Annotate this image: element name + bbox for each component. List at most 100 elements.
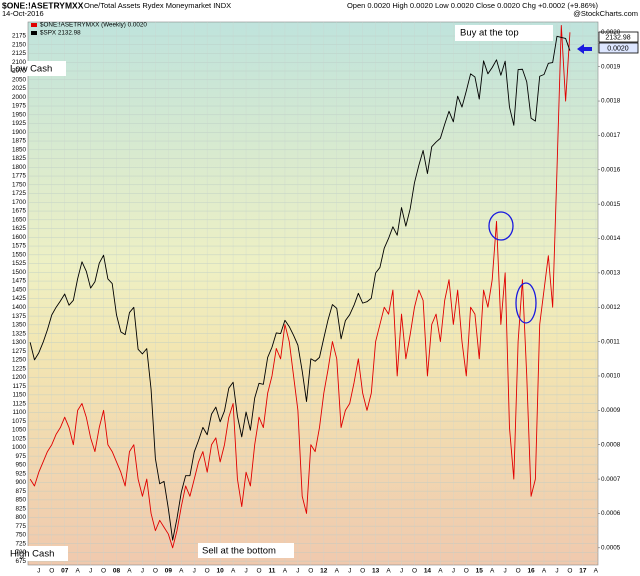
y-tick-label: 2125 bbox=[12, 50, 27, 57]
y-tick-label: 1175 bbox=[12, 383, 26, 390]
y-tick-label: 1875 bbox=[12, 138, 27, 145]
x-tick-label: A bbox=[283, 568, 288, 575]
legend-swatch bbox=[31, 23, 37, 27]
x-tick-label: A bbox=[231, 568, 236, 575]
y-tick-label: 2025 bbox=[12, 85, 27, 92]
symbol: $ONE:!ASETRYMXX bbox=[2, 0, 84, 10]
y-tick-label: 1425 bbox=[12, 295, 27, 302]
x-tick-label: 16 bbox=[527, 568, 535, 575]
y-tick-label: 1300 bbox=[12, 339, 27, 346]
y-tick-label: 900 bbox=[15, 479, 26, 486]
spx-last: 2132.98 bbox=[605, 34, 630, 41]
y2-tick-label: 0.0008 bbox=[601, 441, 621, 448]
y-tick-label: 1525 bbox=[12, 260, 27, 267]
y-tick-label: 1100 bbox=[12, 409, 26, 416]
y-tick-label: 1200 bbox=[12, 374, 27, 381]
x-tick-label: J bbox=[400, 568, 403, 575]
x-tick-label: A bbox=[179, 568, 184, 575]
y-tick-label: 1675 bbox=[12, 208, 27, 215]
y-tick-label: 1750 bbox=[12, 181, 27, 188]
y-tick-label: 1150 bbox=[12, 392, 26, 399]
y-tick-label: 1450 bbox=[12, 286, 27, 293]
y-tick-label: 1800 bbox=[12, 164, 27, 171]
y-tick-label: 1375 bbox=[12, 313, 27, 320]
source: @StockCharts.com bbox=[573, 9, 638, 18]
y-tick-label: 1925 bbox=[12, 120, 27, 127]
x-tick-label: O bbox=[360, 568, 365, 575]
y-tick-label: 2175 bbox=[12, 33, 27, 40]
y-tick-label: 1400 bbox=[12, 304, 27, 311]
y-tick-label: 1225 bbox=[12, 365, 27, 372]
y-tick-label: 1325 bbox=[12, 330, 27, 337]
x-tick-label: 15 bbox=[476, 568, 484, 575]
y-tick-label: 1900 bbox=[12, 129, 27, 136]
y-tick-label: 2150 bbox=[12, 41, 27, 48]
x-tick-label: O bbox=[308, 568, 313, 575]
y-tick-label: 975 bbox=[15, 453, 26, 460]
spx-badge bbox=[598, 31, 639, 43]
ratio-badge bbox=[598, 42, 639, 54]
x-tick-label: O bbox=[256, 568, 261, 575]
y-tick-label: 1600 bbox=[12, 234, 27, 241]
highlight-circle bbox=[515, 282, 537, 324]
y-tick-label: 2000 bbox=[12, 94, 27, 101]
y-tick-label: 850 bbox=[15, 497, 26, 504]
x-tick-label: A bbox=[490, 568, 495, 575]
y2-tick-label: 0.0016 bbox=[601, 166, 621, 173]
x-tick-label: O bbox=[516, 568, 521, 575]
y2-tick-label: 0.0020 bbox=[601, 29, 621, 36]
series-line bbox=[29, 35, 571, 541]
y-tick-label: 1825 bbox=[12, 155, 27, 162]
x-tick-label: O bbox=[412, 568, 417, 575]
y-tick-label: 1550 bbox=[12, 251, 27, 258]
annotation: High Cash bbox=[10, 549, 54, 560]
x-tick-label: A bbox=[594, 568, 599, 575]
legend-swatch bbox=[31, 31, 37, 35]
annotation-box bbox=[198, 543, 294, 558]
x-tick-label: J bbox=[504, 568, 507, 575]
x-tick-label: J bbox=[244, 568, 247, 575]
x-tick-label: A bbox=[335, 568, 340, 575]
y2-tick-label: 0.0006 bbox=[601, 510, 621, 517]
y2-tick-label: 0.0019 bbox=[601, 63, 621, 70]
y-tick-label: 1575 bbox=[12, 243, 27, 250]
x-tick-label: J bbox=[193, 568, 196, 575]
y-tick-label: 1275 bbox=[12, 348, 27, 355]
y-tick-label: 1125 bbox=[12, 400, 26, 407]
x-tick-label: O bbox=[49, 568, 54, 575]
highlight-circle bbox=[488, 211, 514, 241]
x-tick-label: 07 bbox=[61, 568, 69, 575]
y-tick-label: 775 bbox=[15, 523, 26, 530]
x-tick-label: A bbox=[127, 568, 132, 575]
date: 14-Oct-2016 bbox=[2, 9, 44, 18]
y-tick-label: 1025 bbox=[12, 435, 27, 442]
annotation-box bbox=[6, 61, 66, 76]
y2-tick-label: 0.0018 bbox=[601, 98, 621, 105]
y-tick-label: 2100 bbox=[12, 59, 27, 66]
y-tick-label: 1650 bbox=[12, 216, 27, 223]
arrow bbox=[577, 44, 592, 54]
y-tick-label: 1775 bbox=[12, 173, 27, 180]
y-tick-label: 1850 bbox=[12, 146, 27, 153]
x-tick-label: 10 bbox=[217, 568, 225, 575]
y-tick-label: 1350 bbox=[12, 322, 27, 329]
x-tick-label: J bbox=[296, 568, 299, 575]
y-tick-label: 1625 bbox=[12, 225, 27, 232]
x-tick-label: 08 bbox=[113, 568, 121, 575]
y-tick-label: 1050 bbox=[12, 427, 27, 434]
y-tick-label: 725 bbox=[15, 540, 26, 547]
y-tick-label: 800 bbox=[15, 514, 26, 521]
legend-label: $ONE:!ASETRYMXX (Weekly) 0.0020 bbox=[40, 22, 147, 29]
y-tick-label: 675 bbox=[15, 558, 26, 565]
x-tick-label: A bbox=[542, 568, 547, 575]
annotation-box bbox=[6, 546, 68, 561]
x-tick-label: O bbox=[153, 568, 158, 575]
y-tick-label: 1700 bbox=[12, 199, 27, 206]
y-tick-label: 1975 bbox=[12, 103, 27, 110]
y-tick-label: 1725 bbox=[12, 190, 27, 197]
y-tick-label: 2075 bbox=[12, 68, 27, 75]
annotation: Low Cash bbox=[10, 64, 52, 75]
x-tick-label: A bbox=[386, 568, 391, 575]
